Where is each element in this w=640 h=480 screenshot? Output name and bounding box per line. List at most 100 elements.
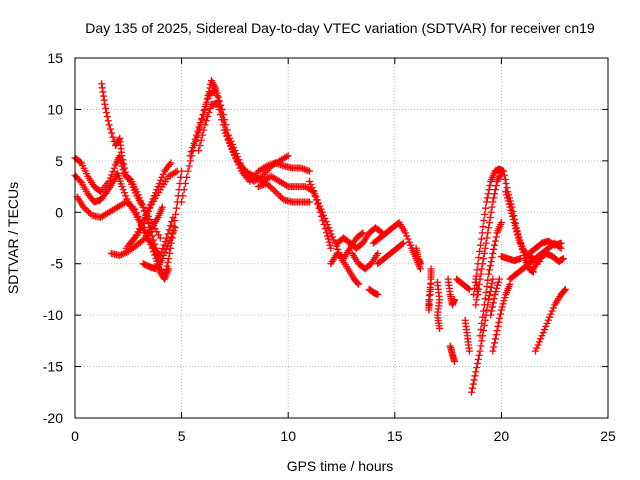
data-point — [103, 113, 111, 121]
data-point — [309, 187, 317, 195]
data-point — [194, 127, 202, 135]
data-point — [544, 316, 552, 324]
data-point — [183, 173, 191, 181]
data-point — [311, 190, 319, 198]
data-point — [477, 270, 485, 278]
data-point — [549, 304, 557, 312]
data-point — [374, 291, 382, 299]
data-point — [497, 169, 505, 177]
data-point — [485, 292, 493, 300]
data-point — [479, 255, 487, 263]
series-s8 — [122, 167, 181, 252]
plot-frame — [74, 57, 609, 419]
data-point — [201, 102, 209, 110]
data-point — [436, 325, 444, 333]
series-s4 — [98, 80, 164, 242]
data-point — [122, 192, 130, 200]
data-point — [485, 186, 493, 194]
data-point — [161, 237, 169, 245]
data-point — [200, 126, 208, 134]
series-s31 — [468, 275, 497, 396]
data-point — [228, 145, 236, 153]
series-s37 — [529, 249, 567, 273]
data-point — [496, 314, 504, 322]
series-s24 — [446, 342, 458, 365]
data-point — [177, 173, 185, 181]
data-point — [505, 200, 513, 208]
data-point — [227, 141, 235, 149]
series-s25 — [453, 275, 473, 293]
data-point — [491, 335, 499, 343]
y-tick-label: -15 — [43, 359, 63, 375]
series-s16 — [348, 249, 382, 273]
data-point — [139, 219, 147, 227]
data-point — [482, 198, 490, 206]
data-point — [472, 368, 480, 376]
data-point — [148, 244, 156, 252]
data-point — [479, 223, 487, 231]
data-point — [485, 296, 493, 304]
data-point — [133, 188, 141, 196]
data-point — [213, 92, 221, 100]
data-point — [167, 222, 175, 230]
data-point — [483, 306, 491, 314]
data-point — [483, 282, 491, 290]
data-point — [160, 241, 168, 249]
data-point — [202, 117, 210, 125]
data-point — [146, 237, 154, 245]
data-point — [474, 359, 482, 367]
series-s1 — [71, 152, 186, 281]
data-point — [548, 307, 556, 315]
data-point — [156, 234, 164, 242]
data-point — [166, 236, 174, 244]
data-point — [187, 148, 195, 156]
data-point — [196, 119, 204, 127]
data-point — [497, 171, 505, 179]
data-point — [325, 238, 333, 246]
data-point — [118, 152, 126, 160]
data-point — [532, 347, 540, 355]
data-point — [120, 164, 128, 172]
data-point — [277, 193, 285, 201]
data-point — [102, 104, 110, 112]
data-point — [168, 218, 176, 226]
data-point — [517, 255, 525, 263]
data-point — [502, 188, 510, 196]
data-point — [306, 167, 314, 175]
data-point — [275, 191, 283, 199]
data-point — [232, 154, 240, 162]
data-point — [196, 141, 204, 149]
data-point — [489, 299, 497, 307]
data-point — [508, 209, 516, 217]
data-point — [491, 190, 499, 198]
series-s22 — [433, 278, 444, 333]
data-point — [475, 280, 483, 288]
data-point — [492, 233, 500, 241]
data-point — [326, 227, 334, 235]
data-point — [538, 332, 546, 340]
data-point — [169, 230, 177, 238]
data-point — [485, 224, 493, 232]
data-point — [482, 289, 490, 297]
data-point — [214, 100, 222, 108]
data-point — [489, 249, 497, 257]
data-point — [134, 191, 142, 199]
data-point — [480, 217, 488, 225]
data-point — [514, 231, 522, 239]
data-point — [325, 224, 333, 232]
data-point — [488, 279, 496, 287]
data-point — [83, 206, 91, 214]
data-point — [181, 179, 189, 187]
data-point — [159, 170, 167, 178]
data-point — [513, 228, 521, 236]
series-s18 — [369, 219, 424, 273]
data-point — [561, 286, 569, 294]
data-point — [119, 156, 127, 164]
data-point — [190, 139, 198, 147]
data-point — [164, 258, 172, 266]
data-point — [320, 211, 328, 219]
data-point — [118, 183, 126, 191]
data-point — [501, 175, 509, 183]
data-point — [85, 208, 93, 216]
